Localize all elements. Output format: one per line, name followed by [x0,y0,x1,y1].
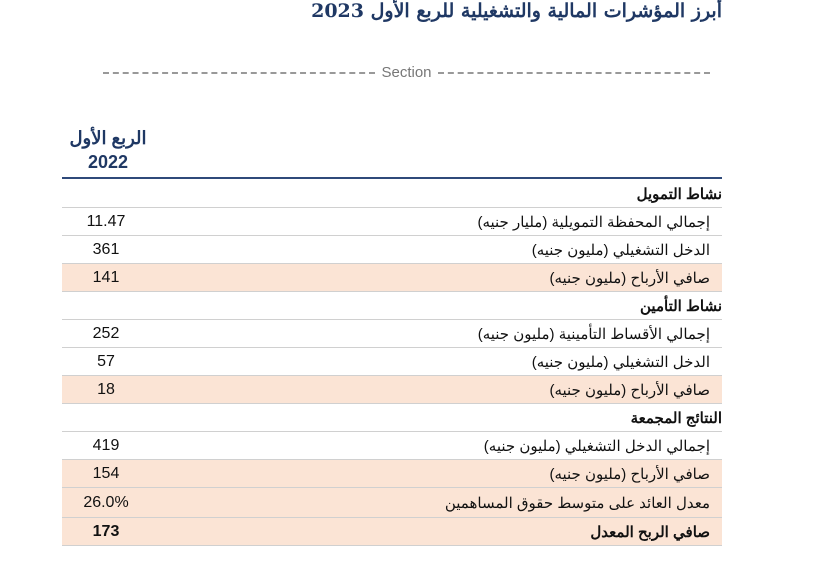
row-value: 26.0% [83,493,129,511]
row-label: صافي الأرباح (مليون جنيه) [549,381,710,399]
row-label: النتائج المجمعة [630,409,722,427]
row-label: صافي الأرباح (مليون جنيه) [549,465,710,483]
divider-line [103,71,376,74]
row-label: معدل العائد على متوسط حقوق المساهمين [444,494,710,512]
row-label: نشاط التمويل [636,185,722,203]
row-value: 154 [92,464,120,482]
section-row: النتائج المجمعة [62,404,722,432]
table-row: 26.0% معدل العائد على متوسط حقوق المساهمي… [62,488,722,518]
header-rule [62,177,722,179]
row-value: 18 [97,380,115,398]
row-label: إجمالي المحفظة التمويلية (مليار جنيه) [477,213,710,231]
table-row: 18 صافي الأرباح (مليون جنيه) [62,376,722,404]
row-value: 11.47 [86,212,126,230]
indicators-table: نشاط التمويل 11.47 إجمالي المحفظة التمويلي… [62,180,722,546]
row-label: إجمالي الدخل التشغيلي (مليون جنيه) [483,437,710,455]
row-value: 252 [92,324,120,342]
section-row: نشاط التأمين [62,292,722,320]
column-header: الربع الأول 2022 [62,126,154,174]
table-row: 57 الدخل التشغيلي (مليون جنيه) [62,348,722,376]
column-header-year: 2022 [87,152,129,172]
section-divider: Section [103,64,711,81]
row-value: 361 [92,240,120,258]
section-label: Section [381,64,432,81]
section-row: نشاط التمويل [62,180,722,208]
divider-line [437,71,711,74]
row-value: 173 [92,522,120,540]
table-row: 11.47 إجمالي المحفظة التمويلية (مليار جني… [62,208,722,236]
table-row: 154 صافي الأرباح (مليون جنيه) [62,460,722,488]
table-row: 252 إجمالي الأقساط التأمينية (مليون جنيه) [62,320,722,348]
table-row: 361 الدخل التشغيلي (مليون جنيه) [62,236,722,264]
row-label: نشاط التأمين [640,297,722,315]
column-header-period: الربع الأول [69,128,147,148]
row-label: إجمالي الأقساط التأمينية (مليون جنيه) [477,325,710,343]
row-label: صافي الربح المعدل [590,523,710,541]
row-label: الدخل التشغيلي (مليون جنيه) [531,241,710,259]
table-row: 141 صافي الأرباح (مليون جنيه) [62,264,722,292]
row-value: 419 [92,436,120,454]
row-value: 57 [97,352,115,370]
row-label: الدخل التشغيلي (مليون جنيه) [531,353,710,371]
page-title: أبرز المؤشرات المالية والتشغيلية للربع ا… [311,0,722,22]
row-label: صافي الأرباح (مليون جنيه) [549,269,710,287]
table-row: 173 صافي الربح المعدل [62,518,722,546]
table-row: 419 إجمالي الدخل التشغيلي (مليون جنيه) [62,432,722,460]
row-value: 141 [92,268,120,286]
